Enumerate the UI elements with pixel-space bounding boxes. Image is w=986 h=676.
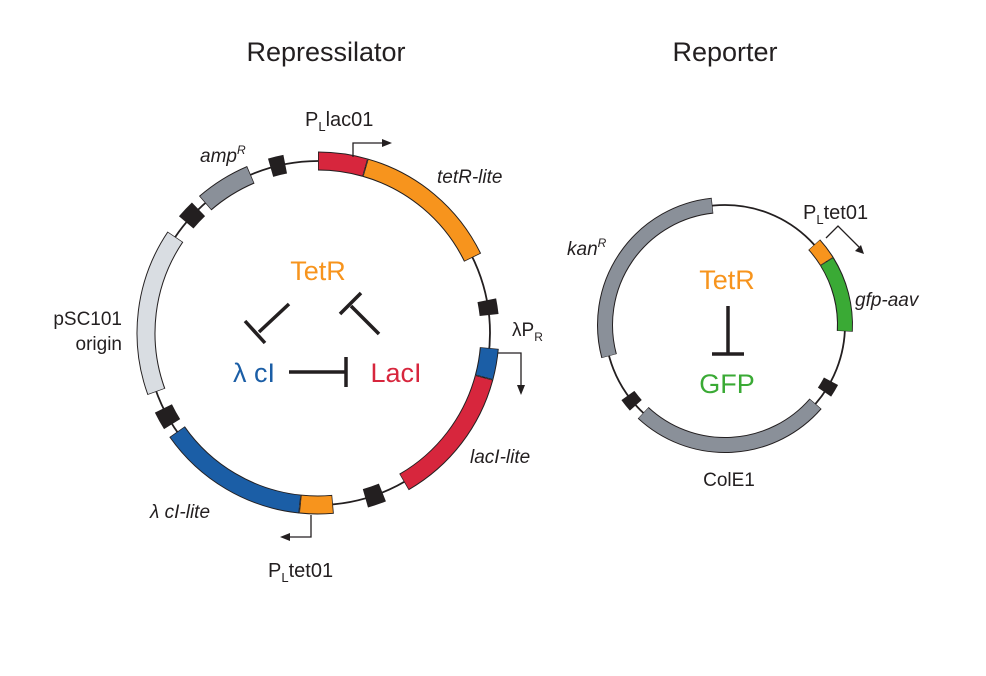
- marker-4-segment: [180, 203, 204, 228]
- repression-lambda-ci-to-laci: [289, 357, 348, 387]
- reporter-marker-1-segment: [818, 378, 837, 396]
- reporter-ptet-promoter-arrow: [825, 225, 860, 248]
- lambda-ci-lite-segment: [170, 427, 301, 513]
- network-tetr-label: TetR: [290, 256, 346, 286]
- plac-label: PLlac01: [305, 109, 373, 134]
- network-lambda-ci-label: λ cI: [233, 358, 275, 388]
- lambda-pr-arrowhead: [517, 385, 525, 395]
- reporter-segments: [597, 197, 853, 453]
- kan-segment: [598, 198, 713, 358]
- plac-segment: [318, 152, 368, 176]
- marker-2-segment: [363, 484, 385, 507]
- plac-promoter-arrow: [352, 142, 382, 157]
- ptet-label: PLtet01: [268, 560, 333, 585]
- repression-laci-to-tetr: [338, 291, 381, 336]
- plac-arrowhead: [382, 139, 392, 147]
- reporter-ptet-segment: [809, 240, 833, 265]
- reporter-ptet-arrowhead: [855, 245, 864, 254]
- cole1-label: ColE1: [703, 470, 755, 491]
- tetr-lite-label: tetR-lite: [437, 167, 502, 188]
- psc101-origin-segment: [137, 232, 183, 394]
- repressilator-segments: [136, 151, 499, 515]
- tetr-lite-segment: [363, 159, 480, 261]
- ptet-segment: [299, 495, 333, 514]
- psc101-label-line1: pSC101: [53, 309, 122, 330]
- amp-segment: [200, 167, 254, 210]
- network-laci-label: LacI: [370, 358, 421, 388]
- gfp-aav-segment: [820, 258, 852, 332]
- reporter-marker-2-segment: [622, 391, 641, 410]
- psc101-label-line2: origin: [76, 334, 122, 355]
- ptet-promoter-arrow: [290, 515, 312, 538]
- laci-lite-label: lacI-lite: [470, 447, 530, 468]
- reporter-title: Reporter: [672, 37, 777, 67]
- reporter-plasmid: [597, 197, 853, 453]
- lambda-pr-promoter-arrow: [498, 352, 522, 385]
- repressilator-title: Repressilator: [246, 37, 405, 67]
- marker-3-segment: [156, 405, 179, 428]
- amp-label: ampR: [200, 143, 246, 167]
- reporter-gfp-label: GFP: [699, 369, 755, 399]
- ptet-arrowhead: [280, 533, 290, 541]
- laci-lite-segment: [400, 375, 493, 489]
- repressilator-plasmid: [136, 151, 499, 515]
- gfp-aav-label: gfp-aav: [855, 290, 920, 311]
- kan-label: kanR: [567, 236, 607, 260]
- cole1-segment: [638, 399, 821, 452]
- marker-5-segment: [268, 155, 287, 176]
- lambda-pr-segment: [476, 347, 498, 379]
- repression-tetr-to-lambda-ci: [243, 302, 291, 345]
- marker-1-segment: [478, 299, 498, 316]
- lambda-ci-lite-label: λ cI-lite: [149, 502, 210, 523]
- reporter-tetr-label: TetR: [699, 265, 755, 295]
- lambda-pr-label: λPR: [512, 320, 543, 344]
- repression-tetr-to-gfp: [712, 306, 744, 356]
- reporter-ptet-label: PLtet01: [803, 202, 868, 227]
